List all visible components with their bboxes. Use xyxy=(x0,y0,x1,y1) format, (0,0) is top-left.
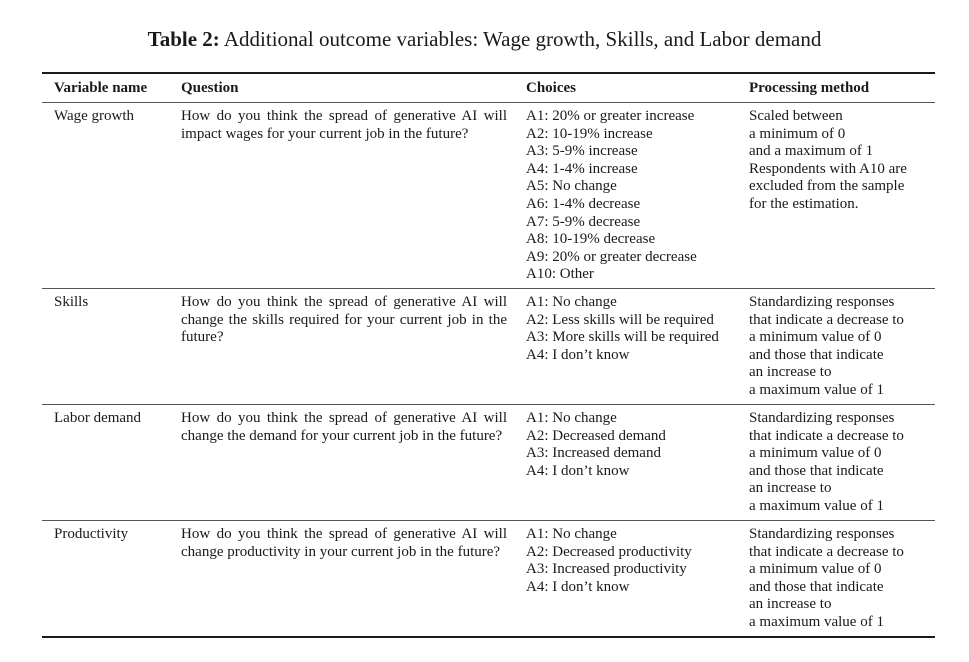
processing-line: a maximum value of 1 xyxy=(749,381,884,398)
choice-item: A3: More skills will be required xyxy=(526,329,719,346)
header-variable-name: Variable name xyxy=(54,80,148,96)
choice-item: A2: Less skills will be required xyxy=(526,311,714,328)
header-choices: Choices xyxy=(526,80,576,96)
choice-item: A7: 5-9% decrease xyxy=(526,213,641,230)
processing-line: Respondents with A10 are xyxy=(749,160,907,177)
processing-cell: Standardizing responses that indicate a … xyxy=(749,526,931,632)
choice-item: A5: No change xyxy=(526,178,617,195)
variable-name-cell: Skills xyxy=(54,294,89,310)
variable-name-cell: Wage growth xyxy=(54,108,135,124)
choice-item: A4: 1-4% increase xyxy=(526,160,638,177)
processing-line: an increase to xyxy=(749,596,832,613)
choice-item: A10: Other xyxy=(526,266,594,283)
choice-item: A3: Increased demand xyxy=(526,445,661,462)
processing-line: Standardizing responses xyxy=(749,526,895,542)
question-cell: How do you think the spread of generativ… xyxy=(181,294,507,346)
choice-item: A4: I don’t know xyxy=(526,346,630,363)
processing-cell: Standardizing responses that indicate a … xyxy=(749,410,931,516)
question-cell: How do you think the spread of generativ… xyxy=(181,108,507,142)
processing-line: and those that indicate xyxy=(749,462,884,479)
choice-item: A3: Increased productivity xyxy=(526,561,687,578)
choice-item: A4: I don’t know xyxy=(526,462,630,479)
processing-line: that indicate a decrease to xyxy=(749,427,904,444)
choices-cell: A1: No change A2: Less skills will be re… xyxy=(526,294,738,364)
processing-line: and a maximum of 1 xyxy=(749,143,874,160)
choice-item: A4: I don’t know xyxy=(526,578,630,595)
choice-item: A1: No change xyxy=(526,294,617,310)
choice-item: A2: Decreased demand xyxy=(526,427,666,444)
choice-item: A8: 10-19% decrease xyxy=(526,231,656,248)
processing-line: a maximum value of 1 xyxy=(749,613,884,630)
row-divider xyxy=(42,520,935,521)
processing-line: that indicate a decrease to xyxy=(749,543,904,560)
choice-item: A1: No change xyxy=(526,410,617,426)
processing-line: Standardizing responses xyxy=(749,410,895,426)
processing-line: an increase to xyxy=(749,364,832,381)
variable-name-cell: Labor demand xyxy=(54,410,142,426)
processing-line: and those that indicate xyxy=(749,578,884,595)
processing-line: Standardizing responses xyxy=(749,294,895,310)
processing-line: excluded from the sample xyxy=(749,178,905,195)
header-question: Question xyxy=(181,80,239,96)
variable-name-cell: Productivity xyxy=(54,526,129,542)
header-rule xyxy=(42,102,935,103)
processing-line: a maximum value of 1 xyxy=(749,497,884,514)
processing-line: a minimum value of 0 xyxy=(749,329,882,346)
processing-line: a minimum of 0 xyxy=(749,125,846,142)
processing-cell: Scaled between a minimum of 0 and a maxi… xyxy=(749,108,931,214)
choice-item: A1: No change xyxy=(526,526,617,542)
processing-line: a minimum value of 0 xyxy=(749,445,882,462)
processing-line: a minimum value of 0 xyxy=(749,561,882,578)
choice-item: A1: 20% or greater increase xyxy=(526,108,695,124)
row-divider xyxy=(42,288,935,289)
processing-line: and those that indicate xyxy=(749,346,884,363)
choice-item: A6: 1-4% decrease xyxy=(526,195,641,212)
processing-line: for the estimation. xyxy=(749,195,859,212)
bottom-rule xyxy=(42,636,935,638)
choice-item: A2: 10-19% increase xyxy=(526,125,653,142)
table-label: Table 2: xyxy=(147,27,220,51)
choice-item: A2: Decreased productivity xyxy=(526,543,692,560)
question-cell: How do you think the spread of generativ… xyxy=(181,410,507,444)
choice-item: A9: 20% or greater decrease xyxy=(526,248,697,265)
processing-line: Scaled between xyxy=(749,108,843,124)
question-cell: How do you think the spread of generativ… xyxy=(181,526,507,560)
processing-cell: Standardizing responses that indicate a … xyxy=(749,294,931,400)
processing-line: that indicate a decrease to xyxy=(749,311,904,328)
choices-cell: A1: No change A2: Decreased demand A3: I… xyxy=(526,410,738,480)
processing-line: an increase to xyxy=(749,480,832,497)
choice-item: A3: 5-9% increase xyxy=(526,143,638,160)
table-title: Additional outcome variables: Wage growt… xyxy=(223,27,822,51)
table-caption: Table 2: Additional outcome variables: W… xyxy=(0,25,969,53)
top-rule xyxy=(42,72,935,74)
choices-cell: A1: 20% or greater increase A2: 10-19% i… xyxy=(526,108,738,284)
header-processing-method: Processing method xyxy=(749,80,870,96)
choices-cell: A1: No change A2: Decreased productivity… xyxy=(526,526,738,596)
row-divider xyxy=(42,404,935,405)
